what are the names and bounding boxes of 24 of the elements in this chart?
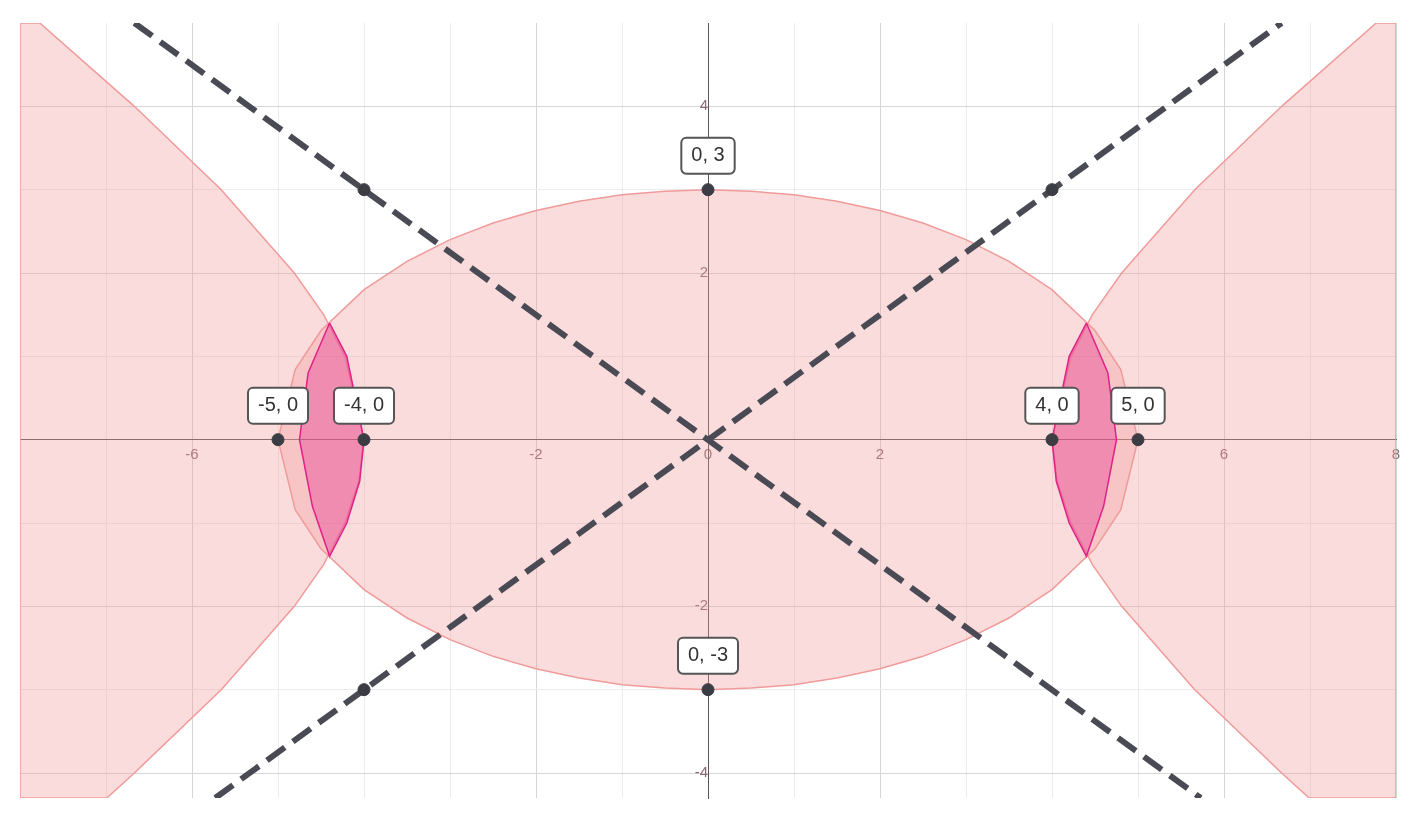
- point: [701, 183, 715, 197]
- annotation: -4, 0: [343, 393, 385, 416]
- x-tick-label: 6: [1219, 444, 1229, 462]
- annotation: 5, 0: [1121, 393, 1155, 416]
- point: [271, 433, 285, 447]
- x-tick-label: -2: [529, 444, 543, 462]
- point: [357, 433, 371, 447]
- annotation: 0, 3: [691, 143, 725, 166]
- point: [701, 683, 715, 697]
- y-tick-label: 2: [699, 263, 708, 281]
- point: [357, 683, 371, 697]
- annotation: 4, 0: [1035, 393, 1069, 416]
- point: [1045, 183, 1059, 197]
- y-tick-label: 4: [699, 96, 708, 114]
- annotation: -5, 0: [257, 393, 299, 416]
- y-tick-label: -4: [694, 763, 708, 781]
- point: [1045, 433, 1059, 447]
- x-tick-label: 8: [1391, 444, 1401, 462]
- point: [1131, 433, 1145, 447]
- x-tick-label: 2: [875, 444, 885, 462]
- annotation: 0, -3: [687, 643, 729, 666]
- y-tick-label: -2: [694, 596, 708, 614]
- point: [357, 183, 371, 197]
- x-tick-label: -6: [185, 444, 199, 462]
